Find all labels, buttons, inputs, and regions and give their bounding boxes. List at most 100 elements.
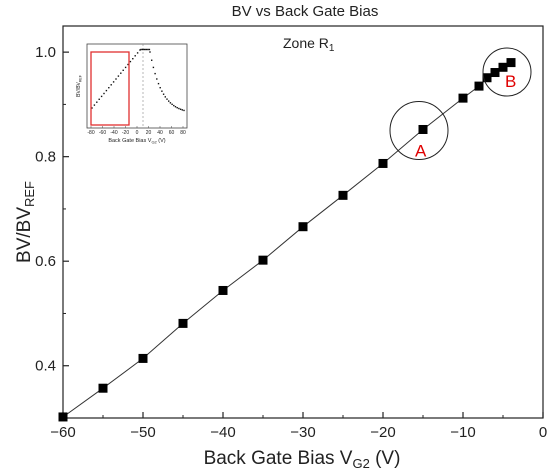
annotation-label-b: B [505,72,516,91]
inset-point [134,55,136,57]
annotation-label-a: A [415,142,427,161]
inset-point [115,78,117,80]
inset-point [179,108,182,110]
inset-point [181,109,183,111]
inset-x-ticks: -80 -60 -40 -20 0 20 40 60 80 [87,126,186,136]
inset-highlight-box [90,51,130,126]
inset-point [174,106,177,108]
data-point [98,383,108,393]
data-point [418,124,428,134]
inset-plot: -80 -60 -40 -20 0 20 40 60 80 Back Gate Bias VG2… [76,43,188,145]
inset-point [152,66,155,69]
inset-x-tick-label: 60 [169,130,175,136]
inset-point [183,109,185,112]
inset-point [132,58,134,60]
inset-point [143,48,145,51]
inset-point [145,48,148,51]
inset-point [148,48,151,51]
inset-point [159,86,161,89]
inset-point [103,92,105,95]
data-point [506,58,516,68]
y-tick-label: 1.0 [35,44,56,61]
inset-point [154,72,156,75]
x-tick-label: −40 [210,424,235,441]
inset-y-axis-label: BV/BVREF [76,75,83,97]
inset-x-tick-label: -40 [110,130,117,136]
x-tick-label: −30 [290,424,315,441]
annotation-circle-a [389,101,449,161]
data-point [490,68,500,78]
inset-x-tick-label: -60 [99,130,106,136]
inset-frame [86,43,188,129]
inset-point [156,78,158,80]
inset-point [168,100,170,102]
inset-point [140,48,142,51]
data-point [498,62,508,72]
x-axis-label: Back Gate Bias VG2 (V) [204,448,401,471]
inset-point [151,59,153,61]
x-tick-label: 0 [539,424,547,441]
inset-x-tick-label: 0 [136,130,139,136]
inset-point [139,49,141,51]
y-axis-ticks: 0.4 0.6 0.8 1.0 [35,44,69,419]
data-point [458,93,468,103]
y-axis-label: BV/BVREF [14,181,37,263]
data-point [138,353,148,363]
inset-point [144,48,146,51]
inset-point [176,106,178,109]
inset-point [112,81,115,83]
inset-point [147,48,149,51]
data-point [58,412,68,422]
data-point [298,222,308,232]
data-point [178,318,188,328]
x-tick-label: −50 [130,424,155,441]
inset-point [120,72,122,74]
inset-point [108,87,110,89]
inset-x-tick-label: 80 [180,130,186,136]
inset-x-tick-label: -80 [87,130,94,136]
inset-point [178,107,180,110]
x-tick-label: −60 [50,424,75,441]
inset-point [149,51,151,53]
inset-point [136,52,139,54]
inset-point [161,90,163,92]
inset-point [100,95,103,98]
annotations: AB [389,47,532,161]
x-axis-ticks: −60 −50 −40 −30 −20 −10 0 [50,412,547,441]
inset-point [105,89,108,92]
inset-point [124,66,127,69]
inset-x-axis-label: Back Gate Bias VG2 (V) [108,138,165,145]
inset-point [110,84,112,86]
inset-point [98,98,100,100]
data-point [378,158,388,168]
inset-point [129,60,132,63]
inset-points [91,48,185,112]
inset-point [166,98,168,100]
inset-point [141,48,144,51]
inset-point [91,107,93,109]
inset-point [169,102,172,104]
inset-point [122,69,124,71]
data-point [474,81,484,91]
series-points [58,58,516,422]
chart-title: BV vs Back Gate Bias [232,3,379,20]
inset-point [157,82,160,85]
inset-point [171,103,173,106]
x-tick-label: −10 [450,424,475,441]
inset-point [93,104,96,106]
data-point [482,73,492,83]
inset-x-tick-label: -20 [122,130,129,136]
inset-point [173,104,175,107]
data-point [218,285,228,295]
inset-x-tick-label: 40 [157,130,163,136]
y-tick-label: 0.8 [35,149,56,166]
inset-point [164,96,166,98]
inset-point [96,101,98,103]
x-tick-label: −20 [370,424,395,441]
inset-x-tick-label: 20 [146,130,152,136]
data-point [258,255,268,265]
y-tick-label: 0.6 [35,253,56,270]
zone-label: Zone R1 [283,35,335,54]
data-point [338,190,348,200]
